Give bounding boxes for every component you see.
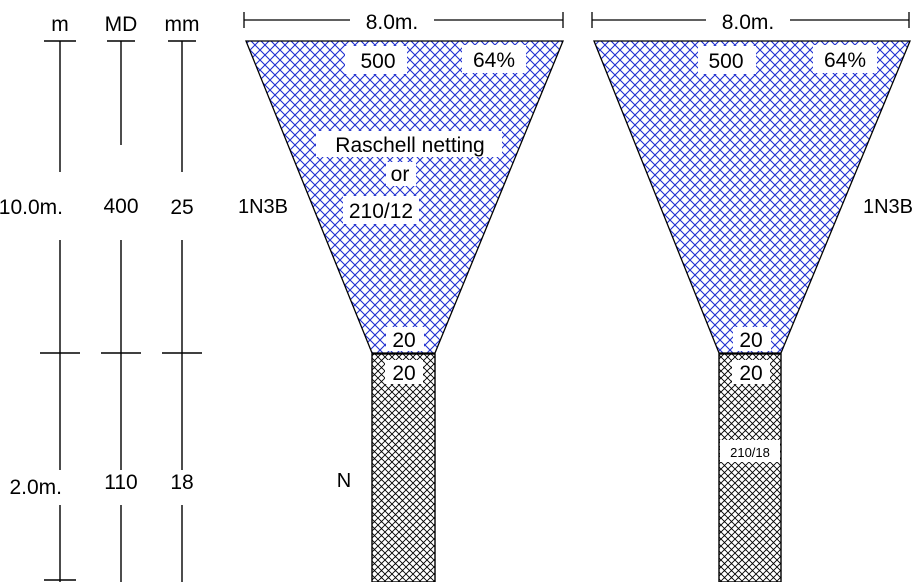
lower-length-label: 2.0m. [9,476,62,499]
right-net: 8.0m. 500 64% 1N3B 20 20 210/18 [591,8,913,582]
left-material-line2: or [391,163,410,186]
left-bottom-meshes: 20 [392,329,415,352]
upper-length-label: 10.0m. [0,196,63,219]
left-cut-label: 1N3B [238,196,288,218]
right-meshes-around: 500 [708,50,743,73]
left-net: 8.0m. 500 64% Raschell netting or 210/12… [238,8,564,582]
right-taper: 64% [824,49,866,72]
scale-header-m: m [51,13,69,36]
left-codend-label: N [337,470,351,492]
scale-header-mm: mm [165,13,200,36]
right-codend-top-meshes: 20 [739,362,762,385]
lower-mesh-size-label: 18 [170,471,193,494]
scale-line-md [101,40,141,582]
right-width-label: 8.0m. [722,11,775,34]
right-cut-label: 1N3B [863,196,913,218]
scale-header-md: MD [105,13,138,36]
left-width-label: 8.0m. [366,11,419,34]
left-meshes-around: 500 [360,50,395,73]
right-codend-twine: 210/18 [730,445,770,460]
right-codend [718,353,782,582]
right-bottom-meshes: 20 [739,329,762,352]
scale-line-m [40,40,80,582]
right-funnel-body [593,40,911,354]
left-material-line1: Raschell netting [335,134,484,157]
left-material-line3: 210/12 [349,200,413,223]
left-codend-top-meshes: 20 [392,362,415,385]
scale-line-mm [162,40,202,582]
left-taper: 64% [473,49,515,72]
upper-mesh-size-label: 25 [170,196,193,219]
upper-meshes-label: 400 [103,195,138,218]
scale-columns: m MD mm 10.0m. 400 [0,13,202,582]
lower-meshes-label: 110 [104,471,137,494]
left-codend [371,353,436,582]
